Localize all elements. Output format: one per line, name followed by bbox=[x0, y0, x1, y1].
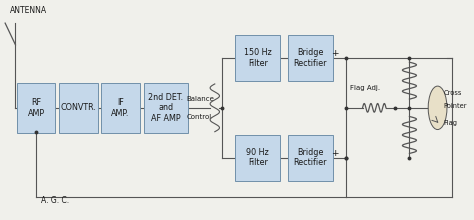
Text: IF
AMP.: IF AMP. bbox=[111, 98, 130, 117]
Text: 90 Hz
Filter: 90 Hz Filter bbox=[246, 148, 269, 167]
Text: A. G. C.: A. G. C. bbox=[41, 196, 69, 205]
Ellipse shape bbox=[428, 86, 447, 130]
Text: +: + bbox=[331, 149, 338, 158]
FancyBboxPatch shape bbox=[236, 135, 280, 181]
Text: Flag Adj.: Flag Adj. bbox=[350, 85, 380, 92]
FancyBboxPatch shape bbox=[101, 83, 140, 133]
Text: Bridge
Rectifier: Bridge Rectifier bbox=[293, 148, 327, 167]
FancyBboxPatch shape bbox=[17, 83, 55, 133]
FancyBboxPatch shape bbox=[145, 83, 188, 133]
Text: RF
AMP: RF AMP bbox=[27, 98, 45, 117]
Text: CONVTR.: CONVTR. bbox=[60, 103, 96, 112]
Text: Pointer: Pointer bbox=[443, 103, 467, 109]
Text: Control: Control bbox=[186, 114, 211, 119]
FancyBboxPatch shape bbox=[59, 83, 98, 133]
Text: Cross: Cross bbox=[443, 90, 462, 96]
FancyBboxPatch shape bbox=[236, 35, 280, 81]
FancyBboxPatch shape bbox=[288, 35, 333, 81]
Text: 150 Hz
Filter: 150 Hz Filter bbox=[244, 48, 272, 68]
Text: ANTENNA: ANTENNA bbox=[10, 6, 47, 15]
Text: 2nd DET.
and
AF AMP: 2nd DET. and AF AMP bbox=[148, 93, 183, 123]
Text: Balance: Balance bbox=[186, 96, 214, 102]
FancyBboxPatch shape bbox=[288, 135, 333, 181]
Text: +: + bbox=[331, 49, 338, 58]
Text: Flag: Flag bbox=[443, 120, 457, 126]
Text: Bridge
Rectifier: Bridge Rectifier bbox=[293, 48, 327, 68]
